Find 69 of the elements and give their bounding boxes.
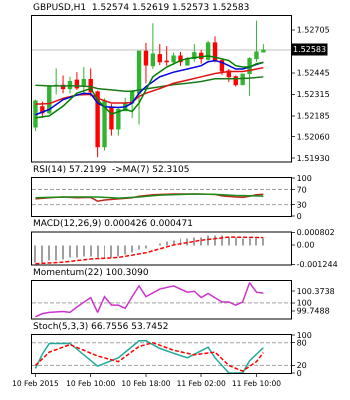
bar <box>166 241 168 246</box>
bar <box>124 245 126 254</box>
bar <box>76 245 78 258</box>
candlestick <box>206 40 210 62</box>
bar <box>200 237 202 246</box>
bar <box>193 237 195 246</box>
candlestick <box>82 66 86 94</box>
bar <box>97 245 99 258</box>
y-tick-label: -0.001244 <box>296 260 338 270</box>
candlestick <box>164 46 169 66</box>
candlestick <box>116 106 121 136</box>
bar <box>83 245 85 256</box>
bar <box>62 245 64 260</box>
bar <box>131 245 133 252</box>
candlestick <box>95 90 100 158</box>
line-series <box>34 236 264 264</box>
y-tick-label: 1.52315 <box>296 90 330 100</box>
ref-line-label: 1.52583 <box>293 45 326 54</box>
bar <box>235 237 237 246</box>
candlestick <box>136 50 142 126</box>
y-tick-label: 1.52445 <box>296 68 330 78</box>
bar <box>255 238 257 246</box>
candlestick <box>54 68 58 95</box>
candlestick <box>144 42 148 84</box>
bar <box>138 245 140 250</box>
chart-title: Stoch(5,3,3) 66.7556 53.7452 <box>33 322 168 332</box>
chart-title: MACD(12,26,9) 0.000426 0.000471 <box>33 219 193 229</box>
y-tick-label: 99.7488 <box>296 306 330 316</box>
line-series <box>34 282 264 318</box>
chart-title: RSI(14) 57.2199 ->MA(7) 52.3105 <box>33 165 190 175</box>
y-tick-label: 100 <box>296 174 312 183</box>
y-tick-label: 70 <box>296 185 307 194</box>
chart-title: Momentum(22) 100.3090 <box>33 268 149 278</box>
bar <box>55 245 57 260</box>
y-tick-label: 1.52185 <box>296 112 330 121</box>
bar <box>41 245 43 262</box>
candlestick <box>109 104 114 136</box>
y-tick-label: 100 <box>296 330 312 340</box>
y-tick-label: 20 <box>296 361 307 370</box>
bar <box>117 245 119 256</box>
y-tick-label: 0.000802 <box>296 228 335 238</box>
line-series <box>34 66 264 105</box>
bar <box>228 237 230 246</box>
y-tick-label: 80 <box>296 338 307 348</box>
y-tick-label: 100 <box>296 298 312 308</box>
chart-title: GBPUSD,H1 1.52574 1.52619 1.52573 1.52583 <box>33 3 250 13</box>
bar <box>34 245 36 262</box>
candlestick <box>150 22 156 70</box>
y-tick-label: 0 <box>296 212 302 221</box>
bar <box>90 245 92 256</box>
bar <box>69 245 71 258</box>
candlestick <box>171 52 176 66</box>
bar <box>242 238 244 246</box>
y-tick-label: 0.00 <box>296 240 314 250</box>
candlestick <box>158 44 162 66</box>
y-tick-label: 0 <box>296 368 302 378</box>
y-tick-label: 30 <box>296 200 307 210</box>
candlestick <box>261 44 266 52</box>
y-tick-label: 1.52705 <box>296 26 330 35</box>
bar <box>145 245 147 248</box>
y-tick-label: 100.3738 <box>296 286 335 296</box>
line-series <box>34 76 264 92</box>
candlestick <box>254 20 259 62</box>
bar <box>262 238 264 246</box>
bar <box>48 245 50 260</box>
bar <box>110 245 112 258</box>
bar <box>249 238 251 246</box>
y-tick-label: 1.52060 <box>296 132 330 142</box>
y-tick-label: 1.51930 <box>296 154 330 163</box>
